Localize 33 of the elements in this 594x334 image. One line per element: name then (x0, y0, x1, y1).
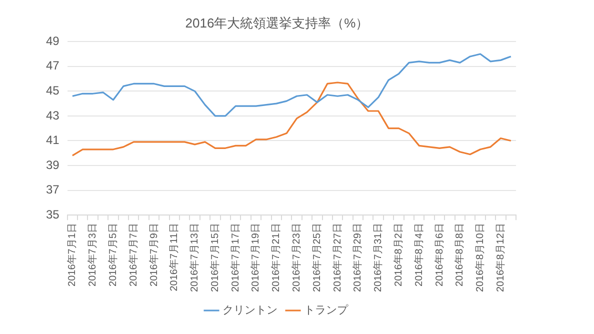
x-tick-label: 2016年7月9日 (148, 223, 160, 286)
x-tick-label: 2016年7月31日 (372, 223, 384, 292)
x-tick-label: 2016年7月3日 (86, 223, 99, 286)
x-tick-label: 2016年8月12日 (494, 223, 506, 292)
y-tick-label: 45 (46, 83, 60, 98)
chart-title: 2016年大統領選挙支持率（%） (185, 15, 369, 30)
y-tick-label: 49 (46, 34, 60, 48)
x-tick-label: 2016年7月15日 (208, 223, 221, 292)
x-tick-label: 2016年7月1日 (66, 223, 78, 286)
x-tick-label: 2016年8月10日 (474, 223, 486, 292)
x-tick-label: 2016年8月4日 (412, 223, 425, 286)
legend-label: トランプ (304, 304, 349, 317)
y-tick-label: 37 (46, 182, 60, 197)
x-tick-label: 2016年7月13日 (188, 223, 201, 292)
x-tick-label: 2016年7月5日 (106, 223, 119, 286)
x-tick-label: 2016年7月7日 (127, 223, 140, 286)
y-tick-label: 35 (46, 207, 60, 222)
y-tick-label: 43 (46, 108, 60, 122)
x-tick-label: 2016年7月21日 (270, 223, 282, 292)
x-tick-label: 2016年7月29日 (352, 223, 364, 292)
x-tick-label: 2016年7月23日 (290, 223, 303, 292)
y-tick-label: 41 (46, 133, 60, 148)
x-tick-label: 2016年7月11日 (168, 223, 180, 292)
x-tick-label: 2016年7月25日 (310, 223, 323, 292)
x-tick-label: 2016年8月2日 (392, 223, 404, 286)
y-tick-label: 47 (46, 58, 60, 73)
legend-label: クリントン (222, 304, 278, 317)
x-tick-label: 2016年7月27日 (331, 223, 344, 292)
x-tick-label: 2016年7月17日 (229, 223, 242, 292)
x-tick-label: 2016年8月6日 (433, 223, 446, 286)
x-tick-label: 2016年7月19日 (250, 223, 262, 292)
x-tick-label: 2016年8月8日 (454, 223, 466, 286)
y-tick-label: 39 (46, 158, 60, 172)
